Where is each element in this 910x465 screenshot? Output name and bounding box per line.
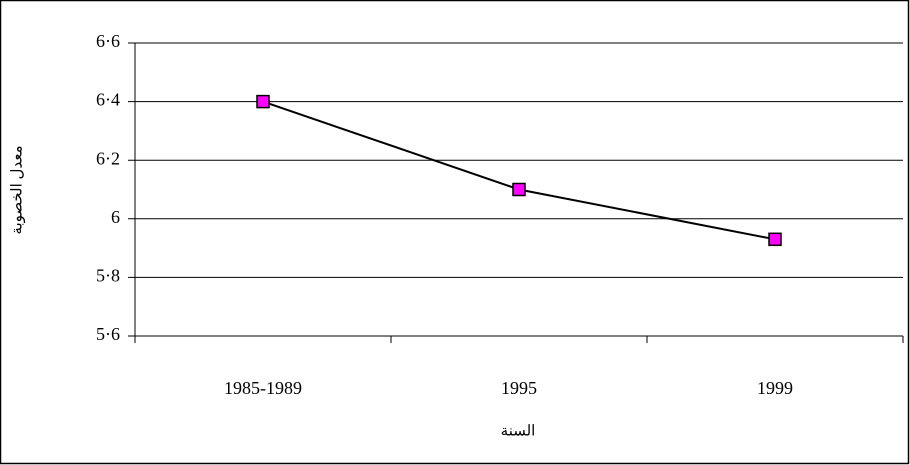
- y-axis-title: معدل الخصوبة: [9, 145, 25, 234]
- marker: [768, 232, 782, 247]
- y-tick-label: 6·4: [96, 90, 120, 110]
- marker: [256, 94, 270, 109]
- y-tick-label: 5·8: [96, 266, 120, 286]
- x-axis-title: السنة: [501, 423, 536, 439]
- x-tick-label: 1995: [501, 378, 537, 398]
- x-tick-label: 1999: [757, 378, 793, 398]
- y-tick-label: 6: [111, 207, 120, 227]
- y-tick-label: 6·6: [96, 31, 120, 51]
- y-tick-label: 5·6: [96, 324, 120, 344]
- y-tick-label: 6·2: [96, 148, 120, 168]
- marker: [512, 182, 526, 197]
- x-tick-label: 1985-1989: [224, 378, 302, 398]
